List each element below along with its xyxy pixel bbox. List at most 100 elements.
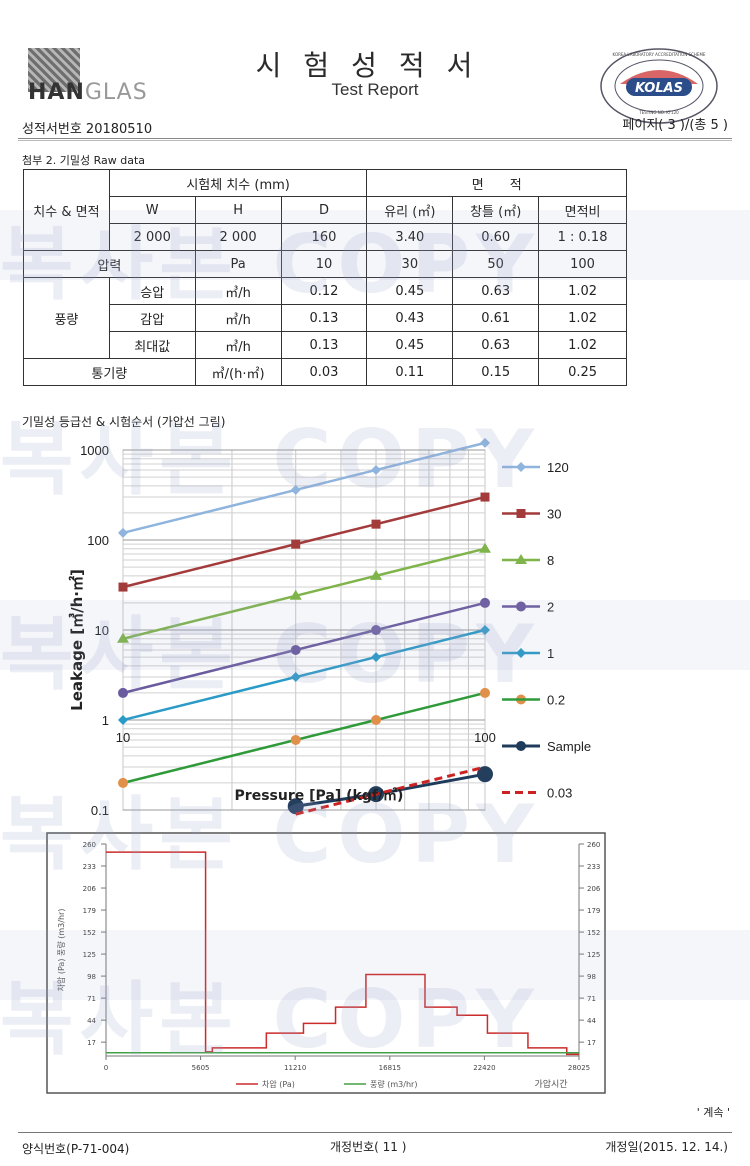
chart-series [117, 437, 527, 816]
table-row: 통기량 ㎥/(h·㎡) 0.03 0.11 0.15 0.25 [23, 358, 627, 386]
data-point [291, 539, 301, 549]
dims-header: 시험체 치수 (mm) [108, 169, 368, 197]
data-point [371, 715, 382, 725]
series-line [122, 628, 486, 722]
legend-label: 0.03 [547, 786, 572, 801]
flow-label: 풍량 [23, 277, 110, 359]
legend-label: 0.2 [547, 693, 565, 708]
table-row: W H D 유리 (㎡) 창틀 (㎡) 면적비 [24, 196, 627, 224]
col-h: H [194, 196, 282, 224]
table-row: 풍량 승압 ㎥/h 0.12 0.45 0.63 1.02 [23, 277, 627, 359]
x-tick-label: 22420 [473, 1064, 495, 1072]
flow-value: 1.02 [538, 304, 627, 332]
flow-value: 0.45 [366, 331, 454, 359]
hanglas-logo: HANGLAS [28, 48, 147, 106]
chart-axes: 0.1 1 10 100 1000 10 100 Leakage [㎥/h·㎡] Pressur… [68, 443, 496, 818]
flow-row-label: 최대값 [108, 331, 196, 359]
col-d: D [280, 196, 368, 224]
table-row: 2 000 2 000 160 3.40 0.60 1 : 0.18 [24, 223, 627, 251]
chart-frame [46, 832, 606, 1094]
y-tick-label: 206 [83, 885, 97, 893]
y-tick-label: 260 [83, 841, 96, 849]
data-point [290, 484, 301, 495]
data-point [480, 492, 490, 502]
y-tick-label: 1 [102, 713, 109, 728]
report-number: 성적서번호 20180510 [22, 122, 153, 137]
val-ratio: 1 : 0.18 [538, 223, 627, 251]
y-axis-label: 차압 (Pa) 풍량 (m3/hr) [56, 909, 66, 992]
legend-label: 차압 (Pa) [262, 1080, 295, 1089]
legend-label: 풍량 (m3/hr) [370, 1079, 417, 1089]
x-tick-label: 5605 [192, 1064, 210, 1072]
x-tick-label: 16815 [379, 1064, 401, 1072]
legend-label: 120 [547, 460, 569, 475]
chart-axes: 17 17 44 44 71 71 98 98 125 125 152 152 179 179 206 206… [56, 841, 601, 1072]
data-point [289, 589, 302, 600]
data-point [118, 527, 128, 538]
raw-data-table: 치수 & 면적 시험체 치수 (mm) 면 적 W H D 유리 (㎡) 창틀 … [23, 169, 627, 386]
y-tick-label-right: 17 [587, 1039, 596, 1047]
pressure-value: 10 [280, 250, 368, 278]
y-tick-label-right: 233 [587, 863, 600, 871]
series-line [122, 441, 486, 535]
air-value: 0.03 [280, 358, 368, 386]
data-point [117, 632, 129, 643]
x-tick-label: 0 [104, 1064, 108, 1072]
series-line [122, 495, 486, 589]
watermark-band [0, 600, 750, 670]
y-tick-label-right: 260 [587, 841, 600, 849]
y-tick-label: 71 [87, 995, 96, 1003]
y-tick-label: 44 [87, 1017, 96, 1025]
val-frame: 0.60 [452, 223, 540, 251]
series-line [295, 765, 486, 816]
data-point [118, 582, 128, 592]
y-tick-label-right: 44 [587, 1017, 596, 1025]
section-title-raw-data: 첨부 2. 기밀성 Raw data [22, 154, 145, 167]
data-point [371, 652, 382, 663]
flow-value: 0.13 [280, 304, 368, 332]
val-d: 160 [280, 223, 368, 251]
flow-value: 0.13 [280, 331, 368, 359]
data-point [371, 519, 381, 529]
logo-mosaic [28, 48, 80, 92]
air-value: 0.15 [452, 358, 540, 386]
y-tick-label-right: 71 [587, 995, 596, 1003]
air-value: 0.25 [538, 358, 627, 386]
y-axis-label: Leakage [㎥/h·㎡] [68, 569, 86, 711]
legend-label: 30 [547, 507, 561, 522]
data-point [371, 464, 382, 475]
chart-series [106, 851, 579, 1056]
flow-row-unit: ㎥/h [194, 331, 282, 359]
revision-number: 개정번호( 11 ) [330, 1140, 407, 1154]
data-point [480, 597, 490, 608]
chart-border [46, 832, 606, 1094]
continued-note: ' 계속 ' [696, 1106, 730, 1119]
form-number: 양식번호(P-71-004) [22, 1142, 130, 1156]
x-axis-caption: 가압시간 [534, 1078, 567, 1090]
y-tick-label: 98 [87, 973, 96, 981]
legend-label: 2 [547, 600, 554, 615]
legend-label: 8 [547, 553, 554, 568]
flow-value: 1.02 [538, 331, 627, 359]
chart-legend: 차압 (Pa) 풍량 (m3/hr) 가압시간 [236, 1078, 568, 1090]
y-tick-label-right: 98 [587, 973, 596, 981]
y-tick-label-right: 125 [587, 951, 600, 959]
data-point [371, 625, 382, 635]
chart-grid [122, 449, 486, 811]
watermark-band [0, 930, 750, 1000]
x-tick-label: 100 [474, 730, 496, 745]
data-point [479, 542, 491, 553]
kolas-seal: KOLAS TESTING NO. KT120 KOREA LABORATORY… [600, 48, 718, 124]
table-row: 감압 ㎥/h 0.13 0.43 0.61 1.02 [24, 304, 627, 332]
data-point [477, 766, 493, 783]
kolas-ring: KOREA LABORATORY ACCREDITATION SCHEME [613, 52, 706, 57]
page-number: 페이지( 3 )/(총 5 ) [622, 118, 728, 133]
col-w: W [108, 196, 196, 224]
kolas-sub: TESTING NO. KT120 [638, 110, 679, 115]
leakage-chart: 0.1 1 10 100 1000 10 100 Leakage [㎥/h·㎡] Pressur… [68, 437, 591, 818]
flow-value: 1.02 [538, 277, 627, 305]
y-tick-label: 179 [83, 907, 96, 915]
watermark-band [0, 210, 750, 280]
series-line [122, 601, 486, 695]
pressure-value: 30 [366, 250, 454, 278]
